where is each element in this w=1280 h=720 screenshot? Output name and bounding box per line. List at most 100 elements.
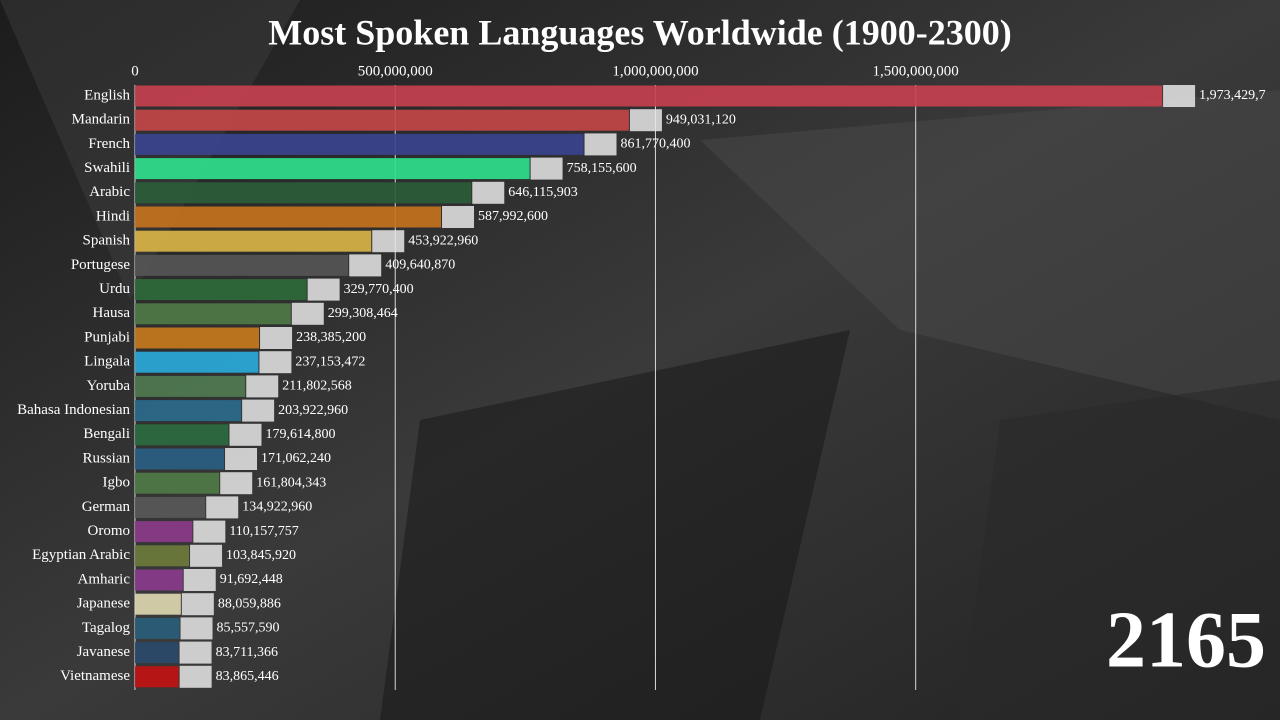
x-tick-label: 1,000,000,000 bbox=[612, 63, 698, 79]
category-label: Bahasa Indonesian bbox=[17, 402, 130, 418]
flag bbox=[193, 520, 226, 543]
value-label: 758,155,600 bbox=[567, 161, 637, 176]
value-label: 409,640,870 bbox=[385, 258, 455, 273]
flag bbox=[180, 617, 213, 640]
category-label: Mandarin bbox=[72, 112, 131, 128]
background-shape bbox=[380, 330, 850, 720]
flag bbox=[229, 423, 262, 446]
bar bbox=[135, 109, 629, 131]
bar bbox=[135, 254, 349, 276]
value-label: 299,308,464 bbox=[328, 306, 398, 321]
flag bbox=[181, 593, 214, 616]
value-label: 949,031,120 bbox=[666, 112, 736, 127]
chart-title: Most Spoken Languages Worldwide (1900-23… bbox=[268, 12, 1011, 52]
bar bbox=[135, 521, 193, 543]
flag bbox=[349, 254, 382, 277]
value-label: 453,922,960 bbox=[408, 233, 478, 248]
background-shape bbox=[960, 380, 1280, 720]
bar bbox=[135, 182, 472, 204]
value-label: 134,922,960 bbox=[242, 500, 312, 515]
flag bbox=[530, 157, 563, 180]
value-label: 91,692,448 bbox=[220, 572, 283, 587]
value-label: 238,385,200 bbox=[296, 330, 366, 345]
category-label: Arabic bbox=[89, 184, 130, 200]
flag bbox=[472, 181, 505, 204]
category-label: Egyptian Arabic bbox=[32, 547, 130, 563]
value-label: 83,711,366 bbox=[216, 645, 278, 660]
bar bbox=[135, 133, 584, 155]
background-shape bbox=[700, 90, 1280, 420]
value-label: 85,557,590 bbox=[217, 621, 280, 636]
value-label: 1,973,429,7 bbox=[1199, 88, 1266, 103]
bar bbox=[135, 472, 220, 494]
value-label: 171,062,240 bbox=[261, 451, 331, 466]
bar bbox=[135, 400, 242, 422]
category-label: Hindi bbox=[96, 208, 130, 224]
category-label: Hausa bbox=[93, 305, 131, 321]
flag bbox=[242, 399, 275, 422]
flag bbox=[372, 230, 405, 253]
value-label: 203,922,960 bbox=[278, 403, 348, 418]
bar bbox=[135, 279, 307, 301]
value-label: 88,059,886 bbox=[218, 596, 281, 611]
value-label: 161,804,343 bbox=[256, 475, 326, 490]
bar bbox=[135, 158, 530, 180]
flag bbox=[260, 327, 293, 349]
bar bbox=[135, 617, 180, 639]
category-label: Urdu bbox=[99, 281, 130, 297]
value-label: 237,153,472 bbox=[295, 354, 365, 369]
category-label: Bengali bbox=[83, 426, 130, 442]
bar bbox=[135, 230, 372, 252]
category-label: Japanese bbox=[77, 596, 131, 612]
bar bbox=[135, 496, 206, 518]
x-tick-label: 0 bbox=[131, 63, 139, 79]
bar bbox=[135, 593, 181, 615]
value-label: 110,157,757 bbox=[229, 524, 298, 539]
bar bbox=[135, 327, 260, 349]
flag bbox=[183, 569, 216, 591]
flag bbox=[291, 302, 324, 325]
x-tick-label: 500,000,000 bbox=[358, 63, 433, 79]
bar bbox=[135, 666, 179, 688]
flag bbox=[307, 278, 340, 301]
bar bbox=[135, 351, 259, 373]
category-label: Oromo bbox=[88, 523, 131, 539]
bar bbox=[135, 424, 229, 446]
category-label: French bbox=[88, 136, 130, 152]
flag bbox=[1163, 85, 1196, 107]
bar bbox=[135, 545, 190, 567]
flag bbox=[246, 375, 279, 398]
flag bbox=[220, 472, 253, 495]
flag bbox=[179, 665, 212, 688]
bar bbox=[135, 303, 291, 325]
category-label: English bbox=[84, 87, 130, 103]
category-label: Swahili bbox=[84, 160, 130, 176]
value-label: 103,845,920 bbox=[226, 548, 296, 563]
category-label: Lingala bbox=[84, 354, 130, 370]
category-label: Vietnamese bbox=[60, 668, 130, 684]
value-label: 861,770,400 bbox=[621, 137, 691, 152]
category-label: Punjabi bbox=[84, 329, 130, 345]
bar bbox=[135, 569, 183, 591]
flag bbox=[225, 448, 258, 470]
bar bbox=[135, 375, 246, 397]
year-annotation: 2165 bbox=[1106, 596, 1266, 684]
category-label: Portugese bbox=[71, 257, 131, 273]
bar bbox=[135, 85, 1163, 107]
value-label: 587,992,600 bbox=[478, 209, 548, 224]
flag bbox=[259, 351, 292, 374]
bar bbox=[135, 448, 225, 470]
value-label: 211,802,568 bbox=[282, 379, 351, 394]
category-label: Spanish bbox=[82, 233, 130, 249]
value-label: 179,614,800 bbox=[265, 427, 335, 442]
bar bbox=[135, 642, 179, 664]
category-label: Igbo bbox=[103, 475, 131, 491]
flag bbox=[206, 496, 239, 519]
value-label: 329,770,400 bbox=[344, 282, 414, 297]
value-label: 83,865,446 bbox=[216, 669, 279, 684]
value-label: 646,115,903 bbox=[508, 185, 577, 200]
flag bbox=[442, 206, 475, 228]
flag bbox=[584, 133, 617, 156]
